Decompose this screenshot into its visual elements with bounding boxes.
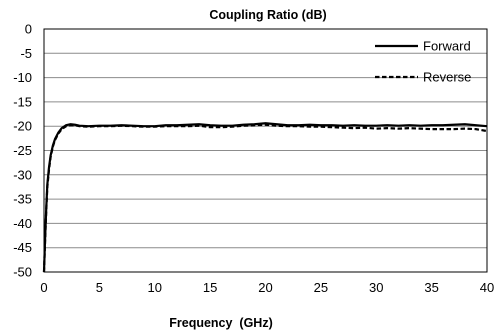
y-tick-label: -15: [13, 94, 32, 109]
y-tick-label: -50: [13, 265, 32, 280]
x-tick-label: 10: [148, 280, 162, 295]
x-tick-label: 5: [96, 280, 103, 295]
x-tick-label: 30: [369, 280, 383, 295]
y-tick-label: 0: [25, 22, 32, 37]
legend-label-forward: Forward: [423, 39, 471, 54]
legend: Forward Reverse: [375, 39, 471, 85]
plot-frame: [43, 28, 488, 273]
y-axis-ticks: 0 -5 -10 -15 -20 -25 -30 -35 -40 -45 -50: [13, 22, 32, 280]
x-axis-ticks: 0 5 10 15 20 25 30 35 40: [40, 280, 494, 295]
y-tick-label: -20: [13, 119, 32, 134]
y-tick-label: -40: [13, 216, 32, 231]
x-tick-label: 35: [424, 280, 438, 295]
x-tick-label: 25: [314, 280, 328, 295]
chart-title: Coupling Ratio (dB): [209, 8, 326, 22]
y-tick-label: -5: [20, 46, 32, 61]
y-tick-label: -25: [13, 143, 32, 158]
x-tick-label: 0: [40, 280, 47, 295]
series-line-forward: [42, 122, 488, 273]
series-lines: [42, 122, 488, 273]
x-tick-label: 40: [480, 280, 494, 295]
x-tick-label: 20: [258, 280, 272, 295]
y-tick-label: -30: [13, 167, 32, 182]
x-axis-label: Frequency (GHz): [169, 316, 273, 330]
x-tick-label: 15: [203, 280, 217, 295]
gridlines: [44, 52, 487, 249]
y-tick-label: -45: [13, 240, 32, 255]
legend-label-reverse: Reverse: [423, 70, 471, 85]
y-tick-label: -35: [13, 192, 32, 207]
y-tick-label: -10: [13, 70, 32, 85]
series-line-reverse: [42, 123, 488, 273]
